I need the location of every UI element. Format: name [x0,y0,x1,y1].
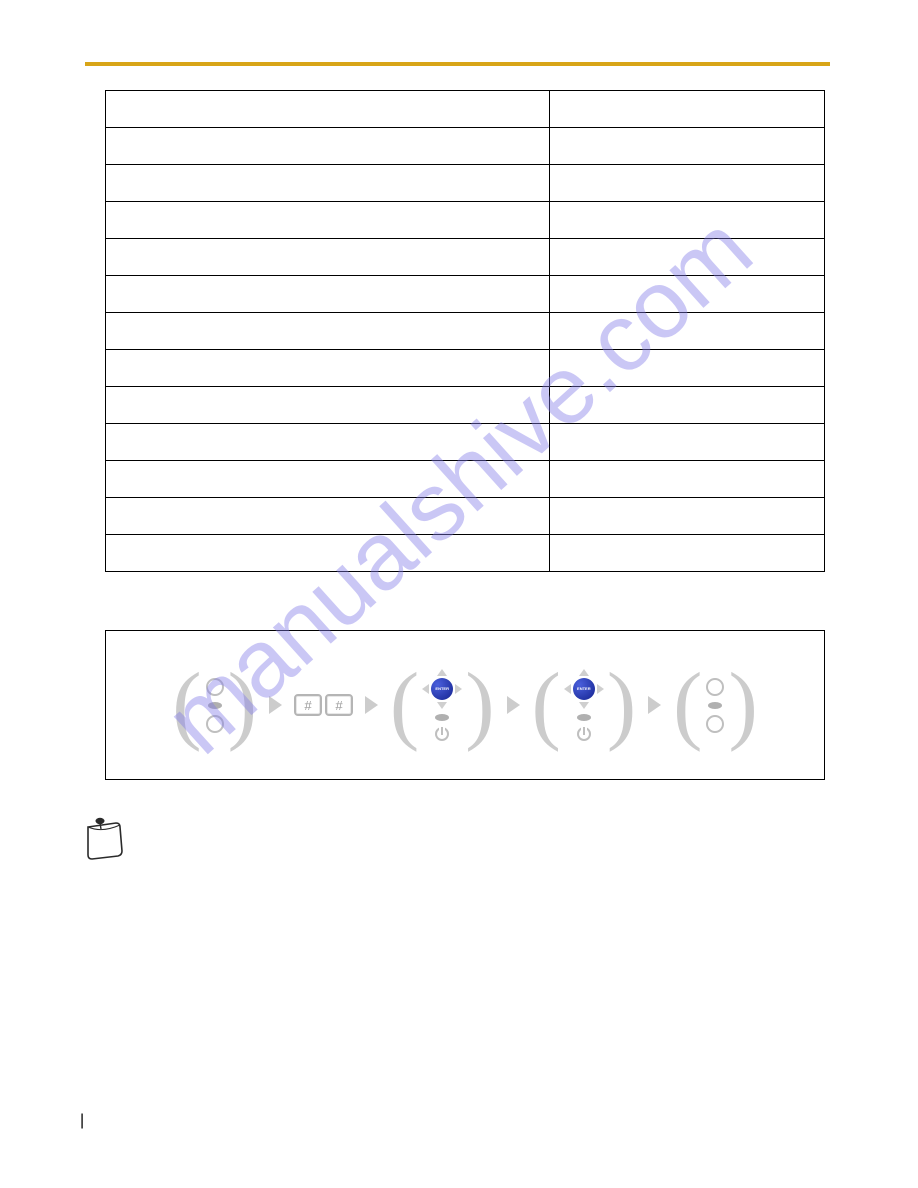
table-cell [550,276,825,313]
table-cell [106,461,550,498]
device-simple: ( ) [673,670,758,741]
table-cell [106,424,550,461]
table-row [106,350,825,387]
paren-right-icon: ) [728,679,757,732]
sequence-panel: ( ) # # ( ENTER ) ( [105,630,825,780]
table-cell [106,165,550,202]
table-row [106,498,825,535]
data-table [105,90,825,572]
paren-right-icon: ) [607,679,636,732]
table-row [106,424,825,461]
led-ring-icon [706,715,724,733]
table-cell [106,128,550,165]
hash-key-icon: # [325,694,353,716]
table-row [106,276,825,313]
table-cell [106,350,550,387]
arrow-right-icon [269,696,282,714]
table-row [106,535,825,572]
accent-rule [85,62,830,66]
paren-right-icon: ) [228,679,257,732]
table-cell [550,128,825,165]
led-ring-icon [206,678,224,696]
table-cell [106,313,550,350]
table-row [106,165,825,202]
table-row [106,128,825,165]
table-cell [550,239,825,276]
device-simple: ( ) [172,670,257,741]
enter-button-icon: ENTER [573,678,595,700]
paren-right-icon: ) [465,679,494,732]
table-cell [550,202,825,239]
table-row [106,461,825,498]
table-cell [550,498,825,535]
hash-key-icon: # [294,694,322,716]
paren-left-icon: ( [390,679,419,732]
led-ring-icon [206,715,224,733]
note-icon [82,815,126,861]
page-marker: | [80,1112,82,1126]
power-icon [577,727,591,741]
led-oval-icon [435,714,449,721]
led-ring-icon [706,678,724,696]
table-cell [550,461,825,498]
table-cell [106,535,550,572]
led-oval-icon [208,702,222,709]
table-cell [106,387,550,424]
table-cell [550,91,825,128]
table-row [106,239,825,276]
paren-left-icon: ( [172,679,201,732]
device-dpad: ( ENTER ) [532,662,637,749]
device-dpad: ( ENTER ) [390,662,495,749]
led-oval-icon [577,714,591,721]
table-cell [550,387,825,424]
dpad-icon: ENTER [423,670,461,708]
arrow-right-icon [365,696,378,714]
power-icon [435,727,449,741]
table-cell [550,535,825,572]
paren-left-icon: ( [532,679,561,732]
table-row [106,91,825,128]
table-cell [106,202,550,239]
table-cell [106,91,550,128]
keypad-keys: # # [294,694,353,716]
dpad-icon: ENTER [565,670,603,708]
table-cell [550,424,825,461]
table-cell [106,498,550,535]
arrow-right-icon [507,696,520,714]
arrow-right-icon [648,696,661,714]
enter-button-icon: ENTER [431,678,453,700]
table-cell [550,313,825,350]
paren-left-icon: ( [673,679,702,732]
led-oval-icon [708,702,722,709]
table-cell [106,276,550,313]
table-row [106,313,825,350]
table-cell [550,165,825,202]
table-row [106,387,825,424]
table-cell [550,350,825,387]
table-row [106,202,825,239]
table-cell [106,239,550,276]
